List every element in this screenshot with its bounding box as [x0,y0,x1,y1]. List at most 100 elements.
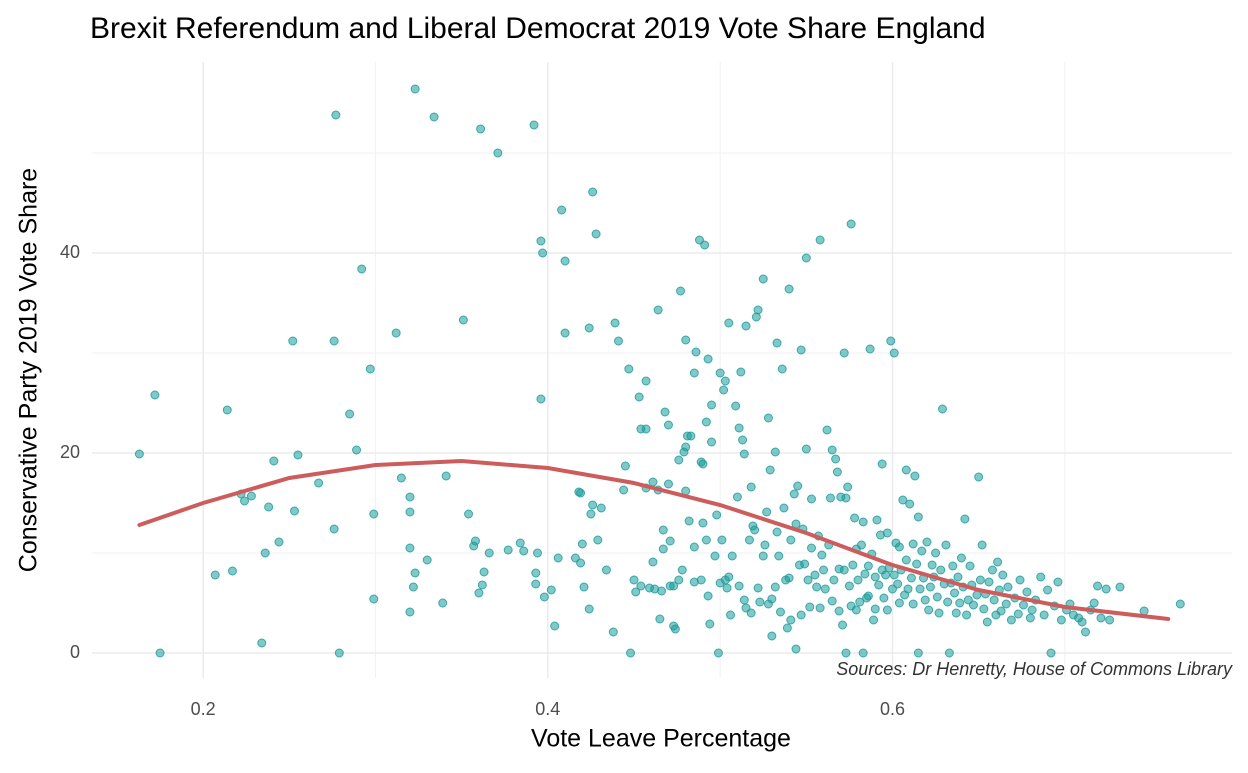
point [1081,627,1091,637]
point [870,572,880,582]
point [753,583,763,593]
point [889,570,899,580]
point [663,420,673,430]
point [843,482,853,492]
point [584,323,594,333]
point [334,648,344,658]
point [696,575,706,585]
point [893,579,903,589]
point [703,591,713,601]
y-tick-label: 40 [60,242,80,262]
point [493,148,503,158]
point [464,509,474,519]
point [264,502,274,512]
point [584,604,594,614]
point [734,423,744,433]
point [894,598,904,608]
point [588,500,598,510]
point [758,551,768,561]
point [796,345,806,355]
point [686,431,696,441]
point [613,336,623,346]
x-tick-label: 0.4 [535,699,560,719]
point [834,606,844,616]
point [655,614,665,624]
y-tick-label: 0 [70,642,80,662]
point [576,558,586,568]
point [663,479,673,489]
point [767,594,777,604]
point [691,347,701,357]
point [715,368,725,378]
point [732,492,742,502]
point [965,561,975,571]
point [746,608,756,618]
point [631,587,641,597]
point [724,318,734,328]
point [860,569,870,579]
point [767,631,777,641]
point [1022,587,1032,597]
point [1036,572,1046,582]
point [801,253,811,263]
point [357,264,367,274]
point [913,512,923,522]
point [369,594,379,604]
point [1043,585,1053,595]
point [470,536,480,546]
point [786,535,796,545]
point [817,550,827,560]
point [937,404,947,414]
point [479,567,489,577]
point [827,596,837,606]
point [882,605,892,615]
point [707,437,717,447]
point [984,577,994,587]
point [760,540,770,550]
point [853,575,863,585]
point [557,205,567,215]
point [922,537,932,547]
point [917,546,927,556]
point [915,584,925,594]
point [670,624,680,634]
point [698,459,708,469]
point [719,385,729,395]
point [596,503,606,513]
smooth-line [137,458,1171,621]
point [905,499,915,509]
point [779,503,789,513]
point [901,465,911,475]
point [422,555,432,565]
point [705,619,715,629]
point [536,236,546,246]
point [741,321,751,331]
point [822,425,832,435]
point [903,584,913,594]
point [698,518,708,528]
point [979,604,989,614]
point [784,284,794,294]
point [886,336,896,346]
point [550,621,560,631]
point [329,524,339,534]
point [352,445,362,455]
point [601,565,611,575]
point [677,565,687,575]
point [405,507,415,517]
point [763,413,773,423]
point [950,588,960,598]
point [993,557,1003,567]
point [803,575,813,585]
x-tick-label: 0.2 [191,699,216,719]
point [920,595,930,605]
point [727,551,737,561]
point [536,394,546,404]
point [962,610,972,620]
point [260,548,270,558]
point [746,482,756,492]
point [476,124,486,134]
point [717,535,727,545]
point [293,450,303,460]
